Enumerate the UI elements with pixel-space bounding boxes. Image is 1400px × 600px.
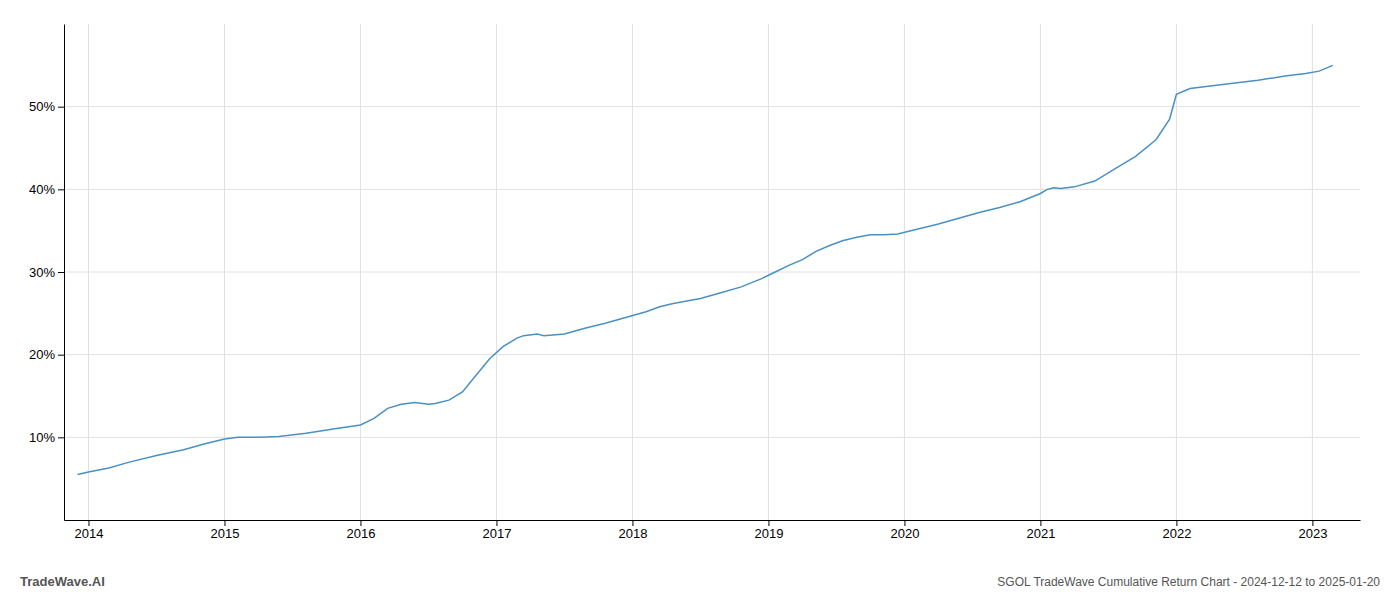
grid — [64, 24, 1360, 520]
x-tick: 2017 — [482, 520, 511, 541]
y-tick: 50% — [29, 99, 64, 114]
x-tick-label: 2018 — [618, 526, 647, 541]
title: SGOL TradeWave Cumulative Return Chart -… — [997, 575, 1380, 589]
y-tick-mark — [58, 189, 64, 190]
x-tick-label: 2019 — [754, 526, 783, 541]
x-axis: 2014 2015 2016 2017 2018 2019 2020 2021 2022 2023 — [65, 520, 1361, 541]
x-tick-label: 2020 — [890, 526, 919, 541]
y-tick-label: 20% — [29, 347, 55, 362]
y-tick: 20% — [29, 347, 64, 362]
grid-line-y — [64, 189, 1360, 190]
x-tick-label: 2023 — [1298, 526, 1327, 541]
y-tick-mark — [58, 272, 64, 273]
grid-line-y — [64, 354, 1360, 355]
x-tick-label: 2022 — [1162, 526, 1191, 541]
x-tick-mark — [768, 520, 769, 526]
x-tick-mark — [632, 520, 633, 526]
y-tick-label: 40% — [29, 182, 55, 197]
x-tick-label: 2015 — [211, 526, 240, 541]
x-tick-label: 2014 — [75, 526, 104, 541]
x-tick-mark — [1312, 520, 1313, 526]
y-tick-mark — [58, 437, 64, 438]
x-tick-mark — [88, 520, 89, 526]
captions: TradeWave.AI SGOL TradeWave Cumulative Re… — [20, 574, 1380, 589]
x-tick: 2015 — [211, 520, 240, 541]
x-tick: 2018 — [618, 520, 647, 541]
y-tick-label: 30% — [29, 265, 55, 280]
y-tick-label: 50% — [29, 99, 55, 114]
x-tick-mark — [224, 520, 225, 526]
x-axis-line — [65, 520, 1361, 521]
plot: 2014 2015 2016 2017 2018 2019 2020 2021 2022 2023… — [29, 24, 1361, 541]
marks — [78, 65, 1333, 474]
y-tick: 40% — [29, 182, 64, 197]
x-tick-mark — [496, 520, 497, 526]
x-tick: 2019 — [754, 520, 783, 541]
x-tick-label: 2017 — [482, 526, 511, 541]
y-axis-line — [64, 25, 65, 521]
x-tick: 2014 — [75, 520, 104, 541]
x-tick-label: 2021 — [1026, 526, 1055, 541]
x-tick: 2022 — [1162, 520, 1191, 541]
y-tick-mark — [58, 107, 64, 108]
x-tick: 2016 — [347, 520, 376, 541]
y-tick-label: 10% — [29, 430, 55, 445]
x-tick-mark — [1176, 520, 1177, 526]
x-tick-mark — [360, 520, 361, 526]
x-tick: 2020 — [890, 520, 919, 541]
y-tick: 30% — [29, 265, 64, 280]
x-tick: 2023 — [1298, 520, 1327, 541]
x-tick: 2021 — [1026, 520, 1055, 541]
grid-line-y — [64, 106, 1360, 107]
x-tick-mark — [1040, 520, 1041, 526]
chart: 2014 2015 2016 2017 2018 2019 2020 2021 2022 2023… — [0, 0, 1400, 600]
grid-line-y — [64, 272, 1360, 273]
line — [78, 65, 1333, 474]
x-tick-mark — [904, 520, 905, 526]
y-tick-mark — [58, 355, 64, 356]
watermark: TradeWave.AI — [20, 574, 105, 589]
y-axis: 10% 20% 30% 40% 50% — [29, 25, 65, 521]
x-tick-label: 2016 — [347, 526, 376, 541]
y-tick: 10% — [29, 430, 64, 445]
